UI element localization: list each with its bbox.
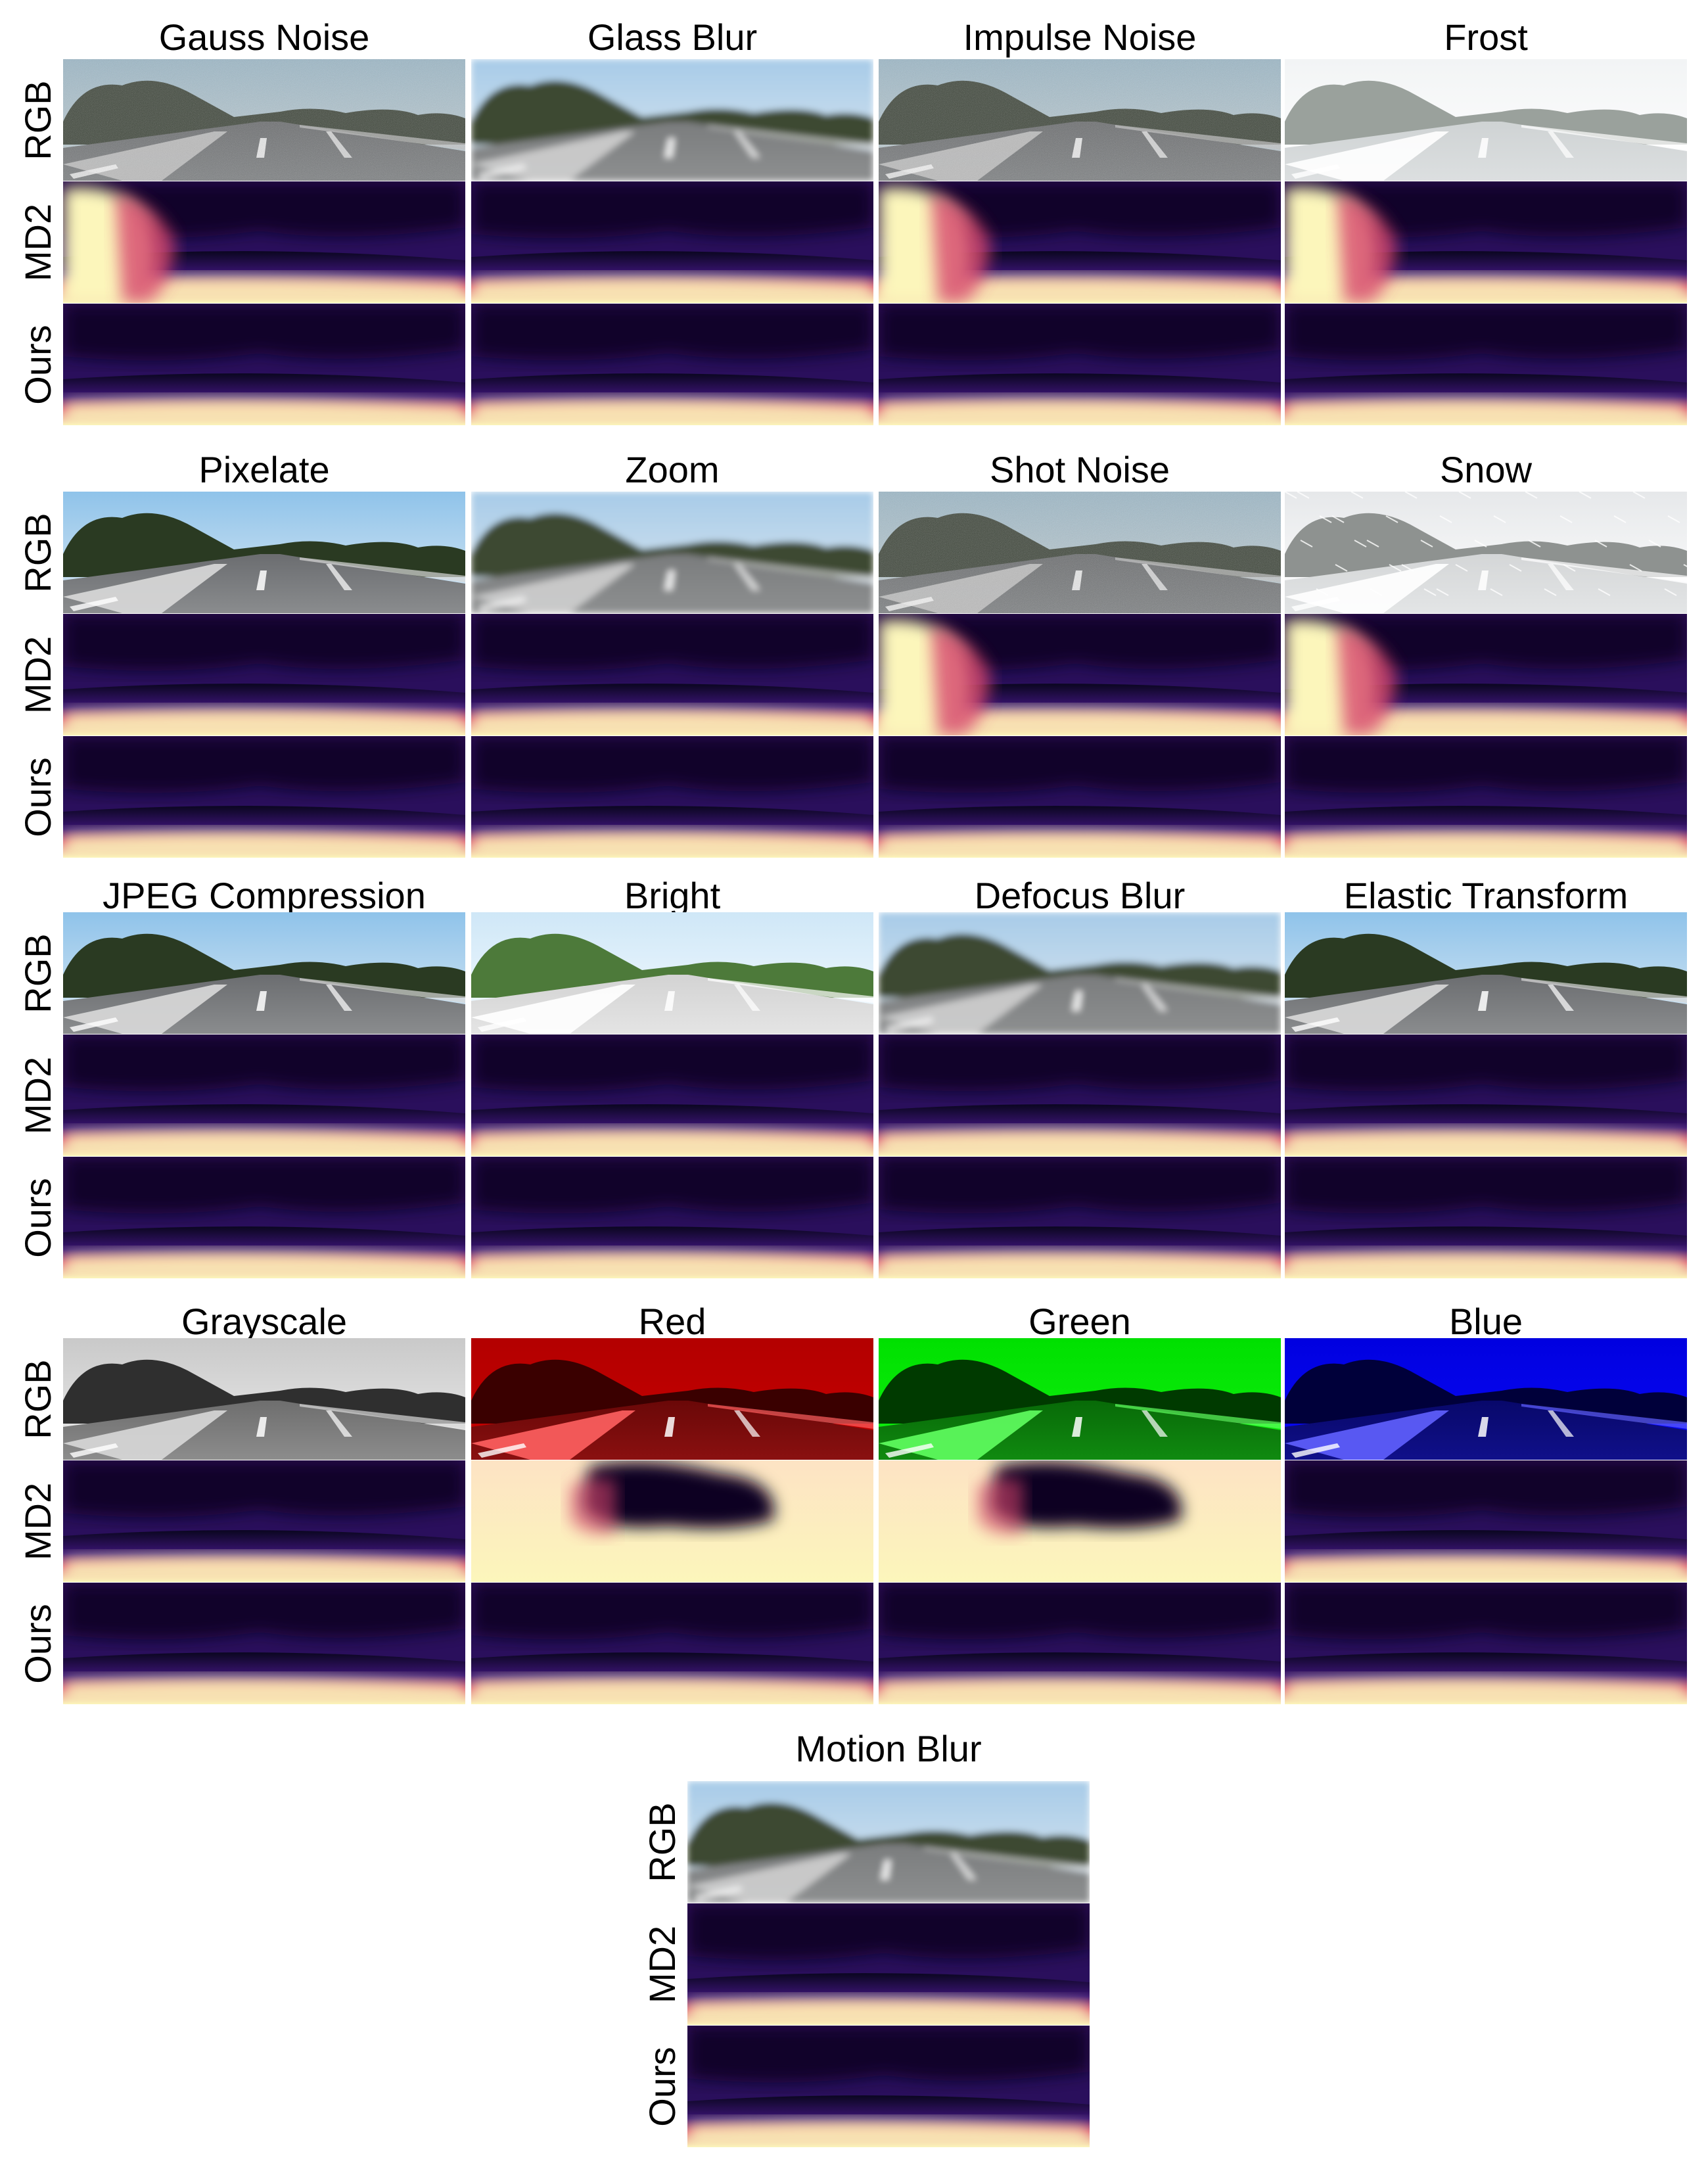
row-label-ours: Ours [17, 1603, 58, 1684]
md2-image-snow [1285, 614, 1687, 735]
md2-image-motion-blur [687, 1903, 1090, 2025]
panel-title-grayscale: Grayscale [181, 1301, 348, 1342]
panel-title-zoom: Zoom [625, 449, 720, 490]
row-label-ours: Ours [17, 324, 58, 405]
ours-image-red [471, 1583, 873, 1704]
ours-image-snow [1285, 736, 1687, 858]
panel-title-defocus-blur: Defocus Blur [974, 875, 1186, 916]
md2-image-zoom [471, 614, 873, 735]
rgb-image-green [879, 1338, 1281, 1460]
panel-title-shot-noise: Shot Noise [990, 449, 1170, 490]
rgb-image-impulse-noise [879, 59, 1281, 181]
md2-image-jpeg-compression [63, 1035, 465, 1156]
panel-title-impulse-noise: Impulse Noise [963, 16, 1197, 58]
ours-image-glass-blur [471, 304, 873, 425]
ours-image-gauss-noise [63, 304, 465, 425]
rgb-image-grayscale [63, 1338, 465, 1460]
ours-image-grayscale [63, 1583, 465, 1704]
panel-title-pixelate: Pixelate [198, 449, 330, 490]
row-label-rgb: RGB [17, 512, 58, 593]
md2-image-pixelate [63, 614, 465, 735]
rgb-image-gauss-noise [63, 59, 465, 181]
rgb-image-pixelate [63, 492, 465, 613]
rgb-image-red [471, 1338, 873, 1460]
ours-image-impulse-noise [879, 304, 1281, 425]
row-label-rgb: RGB [17, 80, 58, 160]
md2-image-red [471, 1460, 873, 1582]
ours-image-zoom [471, 736, 873, 858]
panel-title-gauss-noise: Gauss Noise [158, 16, 370, 58]
row-label-rgb: RGB [17, 1359, 58, 1439]
ours-image-elastic-transform [1285, 1157, 1687, 1278]
rgb-image-frost [1285, 59, 1687, 181]
rgb-image-elastic-transform [1285, 912, 1687, 1034]
md2-image-shot-noise [879, 614, 1281, 735]
rgb-image-defocus-blur [879, 912, 1281, 1034]
rgb-image-glass-blur [471, 59, 873, 181]
ours-image-frost [1285, 304, 1687, 425]
panel-title-frost: Frost [1444, 16, 1528, 58]
row-label-md2: MD2 [17, 636, 58, 714]
md2-image-bright [471, 1035, 873, 1156]
panel-title-bright: Bright [624, 875, 721, 916]
row-label-md2: MD2 [17, 1482, 58, 1560]
panel-title-motion-blur: Motion Blur [795, 1728, 982, 1769]
ours-image-defocus-blur [879, 1157, 1281, 1278]
row-label-ours: Ours [17, 1177, 58, 1258]
row-label-ours: Ours [641, 2046, 683, 2127]
md2-image-green [879, 1460, 1281, 1582]
md2-image-elastic-transform [1285, 1035, 1687, 1156]
ours-image-jpeg-compression [63, 1157, 465, 1278]
panel-title-elastic-transform: Elastic Transform [1343, 875, 1628, 916]
md2-image-glass-blur [471, 181, 873, 303]
md2-image-impulse-noise [879, 181, 1281, 303]
md2-image-grayscale [63, 1460, 465, 1582]
rgb-image-zoom [471, 492, 873, 613]
md2-image-blue [1285, 1460, 1687, 1582]
ours-image-blue [1285, 1583, 1687, 1704]
ours-image-shot-noise [879, 736, 1281, 858]
ours-image-green [879, 1583, 1281, 1704]
row-label-md2: MD2 [17, 1056, 58, 1134]
md2-image-frost [1285, 181, 1687, 303]
rgb-image-shot-noise [879, 492, 1281, 613]
rgb-image-blue [1285, 1338, 1687, 1460]
ours-image-motion-blur [687, 2026, 1090, 2147]
panel-title-blue: Blue [1448, 1301, 1523, 1342]
row-label-rgb: RGB [641, 1802, 683, 1882]
panel-title-glass-blur: Glass Blur [587, 16, 758, 58]
row-label-ours: Ours [17, 756, 58, 837]
rgb-image-motion-blur [687, 1781, 1090, 1903]
panel-title-green: Green [1028, 1301, 1131, 1342]
panel-title-red: Red [638, 1301, 706, 1342]
rgb-image-snow [1285, 492, 1687, 613]
panel-title-jpeg-compression: JPEG Compression [103, 875, 426, 916]
row-label-md2: MD2 [641, 1925, 683, 2003]
panel-title-snow: Snow [1439, 449, 1533, 490]
rgb-image-bright [471, 912, 873, 1034]
ours-image-pixelate [63, 736, 465, 858]
md2-image-defocus-blur [879, 1035, 1281, 1156]
rgb-image-jpeg-compression [63, 912, 465, 1034]
row-label-rgb: RGB [17, 933, 58, 1013]
row-label-md2: MD2 [17, 203, 58, 281]
ours-image-bright [471, 1157, 873, 1278]
md2-image-gauss-noise [63, 181, 465, 303]
